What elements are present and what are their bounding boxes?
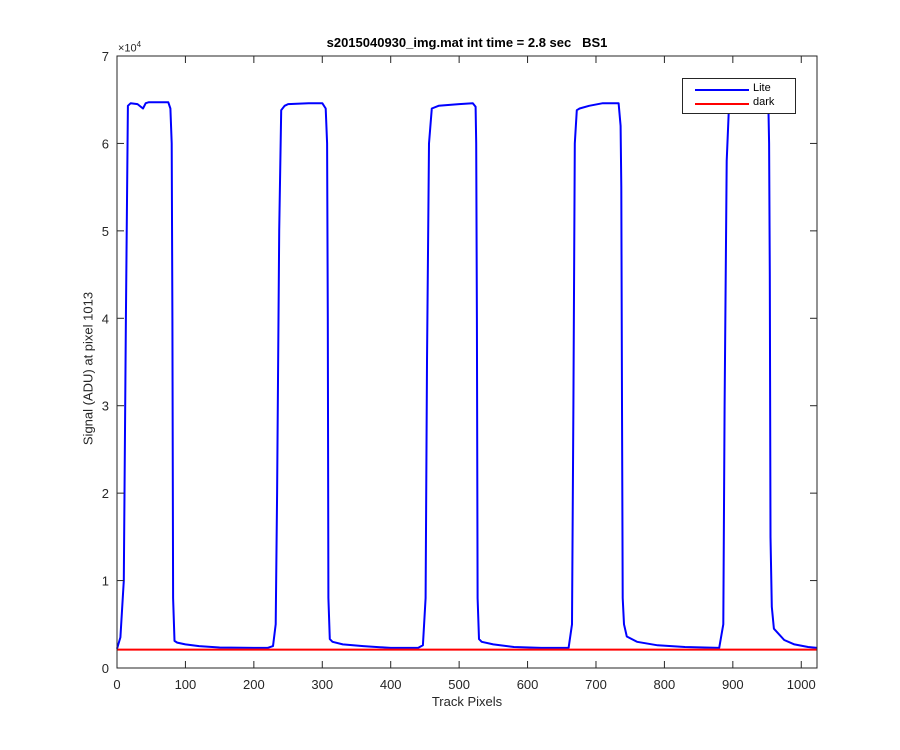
y-tick-label-6: 6 xyxy=(102,136,109,151)
legend-label-dark: dark xyxy=(753,96,775,108)
x-tick-label-600: 600 xyxy=(517,677,539,692)
x-tick-label-800: 800 xyxy=(654,677,676,692)
y-exponent-power: 4 xyxy=(136,40,142,49)
y-axis-exponent: ×104 xyxy=(118,40,141,55)
x-tick-label-100: 100 xyxy=(175,677,197,692)
y-tick-label-3: 3 xyxy=(102,399,109,414)
y-tick-label-4: 4 xyxy=(102,311,109,326)
axes-layer: 0 100 200 300 400 500 600 700 800 900 1000 0 1 2 3 4 5 6 7 xyxy=(102,49,818,692)
y-tick-label-5: 5 xyxy=(102,224,109,239)
x-tick-label-300: 300 xyxy=(311,677,333,692)
x-tick-label-900: 900 xyxy=(722,677,744,692)
y-tick-label-2: 2 xyxy=(102,486,109,501)
series-line-lite xyxy=(116,101,818,650)
y-exponent-base: ×10 xyxy=(118,42,137,55)
data-layer xyxy=(116,101,818,651)
x-tick-label-700: 700 xyxy=(585,677,607,692)
legend-label-lite: Lite xyxy=(753,82,771,94)
x-tick-label-1000: 1000 xyxy=(787,677,816,692)
legend[interactable]: Lite dark xyxy=(682,78,796,114)
chart-title: s2015040930_img.mat int time = 2.8 sec B… xyxy=(326,35,608,50)
x-tick-label-200: 200 xyxy=(243,677,265,692)
y-axis-label: Signal (ADU) at pixel 1013 xyxy=(80,291,96,446)
x-axis-label: Track Pixels xyxy=(431,694,503,709)
y-tick-label-1: 1 xyxy=(102,574,109,589)
y-tick-label-7: 7 xyxy=(102,49,109,64)
legend-swatch-dark xyxy=(695,103,749,105)
x-tick-label-0: 0 xyxy=(113,677,120,692)
x-tick-label-500: 500 xyxy=(448,677,470,692)
x-tick-label-400: 400 xyxy=(380,677,402,692)
axes-box xyxy=(116,55,818,669)
y-tick-label-0: 0 xyxy=(102,661,109,676)
legend-swatch-lite xyxy=(695,89,749,91)
